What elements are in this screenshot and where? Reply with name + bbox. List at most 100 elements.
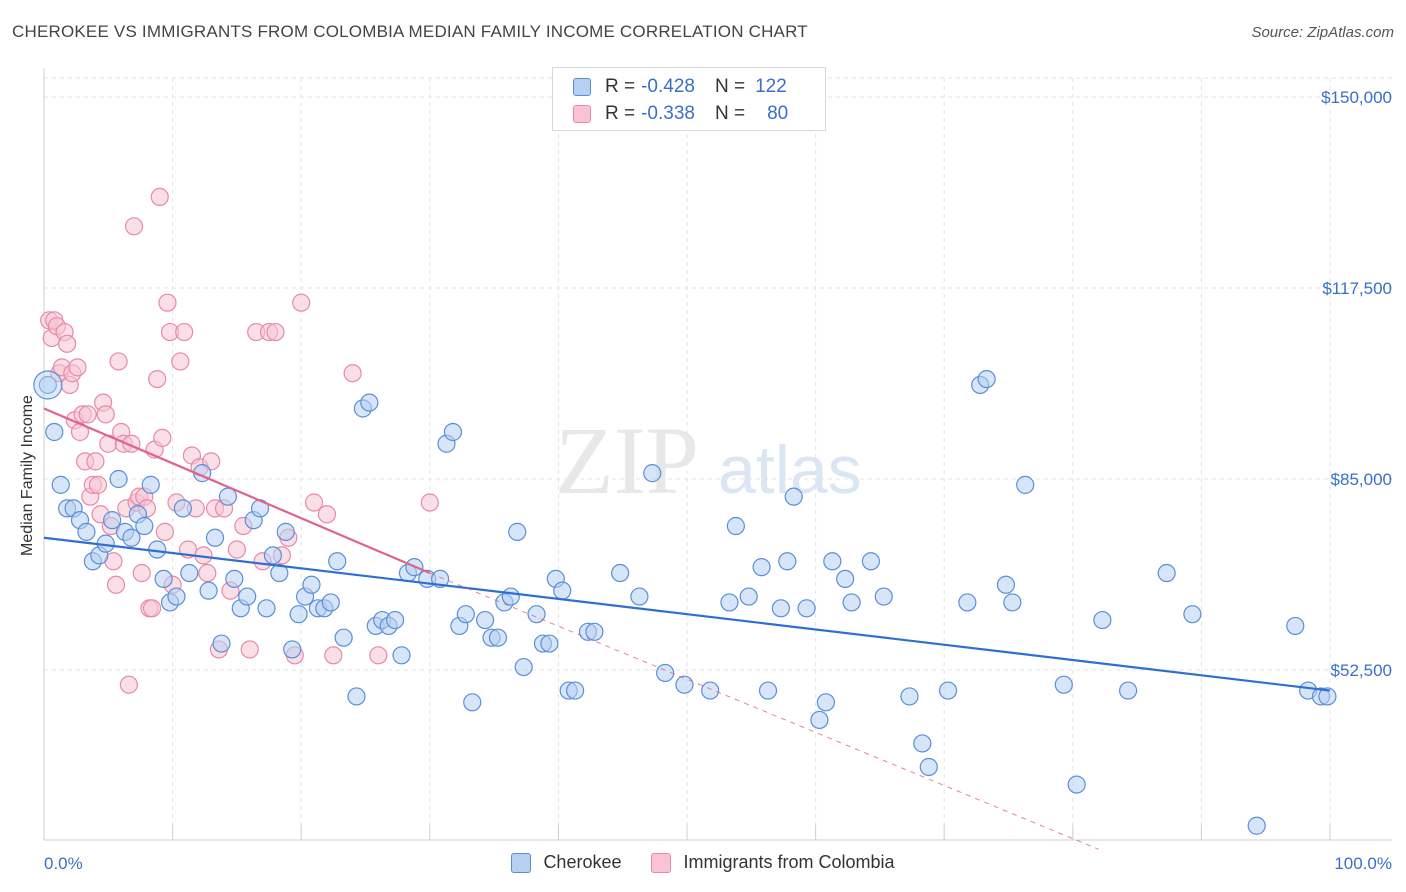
data-point-cherokee — [527, 605, 546, 624]
data-point-cherokee — [38, 375, 57, 395]
data-point-cherokee — [701, 681, 720, 700]
data-point-cherokee — [1003, 593, 1022, 612]
data-point-cherokee — [1318, 687, 1337, 706]
data-point-cherokee — [321, 593, 340, 612]
data-point-colombia — [369, 646, 388, 665]
data-point-cherokee — [816, 693, 835, 712]
chart-title: CHEROKEE VS IMMIGRANTS FROM COLOMBIA MED… — [12, 22, 808, 41]
data-point-colombia — [420, 493, 439, 512]
y-tick-label: $52,500 — [1331, 661, 1392, 680]
tick-labels: $52,500 $85,000 $117,500 $150,000 0.0% 100.0% — [44, 88, 1392, 873]
data-point-cherokee — [167, 587, 186, 606]
bottom-legend-cherokee: Cherokee — [511, 852, 621, 873]
data-point-colombia — [150, 187, 169, 207]
data-point-cherokee — [752, 558, 771, 577]
data-point-colombia — [240, 640, 259, 659]
data-point-cherokee — [173, 499, 192, 518]
data-point-cherokee — [900, 687, 919, 706]
data-point-cherokee — [540, 634, 559, 653]
y-tick-label: $150,000 — [1321, 88, 1392, 107]
data-point-cherokee — [360, 393, 379, 412]
data-point-cherokee — [913, 734, 932, 753]
data-point-cherokee — [212, 634, 231, 653]
data-point-colombia — [68, 358, 87, 377]
data-point-cherokee — [823, 552, 842, 571]
data-point-cherokee — [180, 563, 199, 583]
data-point-cherokee — [810, 710, 829, 730]
data-point-cherokee — [1054, 675, 1073, 694]
data-point-cherokee — [643, 464, 662, 483]
legend-r-label: R = — [605, 76, 636, 97]
trend-lines — [43, 407, 1331, 850]
bottom-legend-colombia: Immigrants from Colombia — [651, 852, 895, 873]
data-point-cherokee — [784, 487, 803, 506]
legend-n-value: 80 — [767, 103, 789, 124]
data-point-cherokee — [443, 422, 463, 442]
data-point-colombia — [142, 599, 162, 618]
data-point-colombia — [106, 575, 126, 594]
data-point-cherokee — [797, 599, 816, 618]
data-point-cherokee — [347, 687, 366, 706]
data-point-cherokee — [720, 593, 739, 612]
data-point-cherokee — [289, 605, 308, 624]
data-point-cherokee — [302, 575, 321, 594]
data-point-cherokee — [758, 681, 778, 700]
data-point-cherokee — [205, 528, 225, 547]
data-point-cherokee — [501, 587, 520, 606]
data-point-cherokee — [392, 646, 411, 665]
data-point-cherokee — [430, 569, 450, 589]
data-point-cherokee — [1067, 775, 1086, 794]
data-point-cherokee — [77, 522, 96, 541]
data-point-cherokee — [141, 475, 160, 494]
data-point-colombia — [153, 428, 172, 447]
data-point-cherokee — [1016, 475, 1035, 494]
data-point-cherokee — [135, 516, 154, 536]
data-point-cherokee — [51, 475, 70, 494]
y-axis-label: Median Family Income — [19, 395, 36, 556]
data-point-cherokee — [328, 552, 347, 571]
data-point-cherokee — [103, 511, 122, 530]
data-point-cherokee — [508, 522, 527, 541]
data-point-cherokee — [739, 587, 758, 606]
source-label: Source: ZipAtlas.com — [1251, 24, 1394, 41]
series-cherokee-points — [33, 369, 1337, 835]
data-point-colombia — [119, 675, 138, 694]
data-point-cherokee — [836, 569, 855, 589]
axes — [43, 68, 1392, 841]
data-point-colombia — [96, 405, 115, 424]
trend-line-cherokee — [43, 536, 1331, 692]
data-point-colombia — [175, 322, 194, 342]
data-point-colombia — [158, 293, 177, 312]
data-point-colombia — [132, 563, 151, 583]
data-point-cherokee — [585, 622, 604, 641]
data-point-cherokee — [1286, 616, 1305, 636]
data-point-colombia — [343, 364, 362, 383]
legend-row-colombia: R = -0.338 N = 80 — [573, 102, 788, 126]
trend-line-colombia — [43, 407, 431, 575]
bottom-legend-label: Immigrants from Colombia — [683, 852, 895, 872]
data-point-cherokee — [475, 610, 495, 630]
data-point-cherokee — [726, 516, 745, 536]
data-point-cherokee — [771, 599, 790, 618]
bottom-swatch-colombia — [651, 852, 672, 873]
data-point-colombia — [171, 352, 190, 371]
data-point-cherokee — [463, 693, 482, 712]
data-point-cherokee — [456, 605, 475, 624]
data-point-cherokee — [257, 599, 276, 618]
data-point-colombia — [155, 522, 174, 541]
x-tick-label: 0.0% — [44, 854, 83, 873]
legend-row-cherokee: R = -0.428 N = 122 — [573, 75, 787, 99]
stats-legend: R = -0.428 N = 122 R = -0.338 N = 80 — [552, 67, 826, 131]
data-point-colombia — [304, 493, 324, 512]
data-point-cherokee — [514, 657, 533, 677]
data-point-cherokee — [919, 757, 938, 777]
data-point-cherokee — [611, 563, 630, 583]
data-point-cherokee — [218, 487, 237, 506]
legend-n-label: N = — [714, 103, 746, 124]
data-point-cherokee — [874, 587, 893, 606]
bottom-swatch-cherokee — [511, 852, 532, 873]
y-tick-label: $117,500 — [1322, 279, 1392, 298]
data-point-cherokee — [276, 522, 295, 541]
data-point-cherokee — [553, 581, 572, 600]
data-point-colombia — [78, 405, 97, 424]
